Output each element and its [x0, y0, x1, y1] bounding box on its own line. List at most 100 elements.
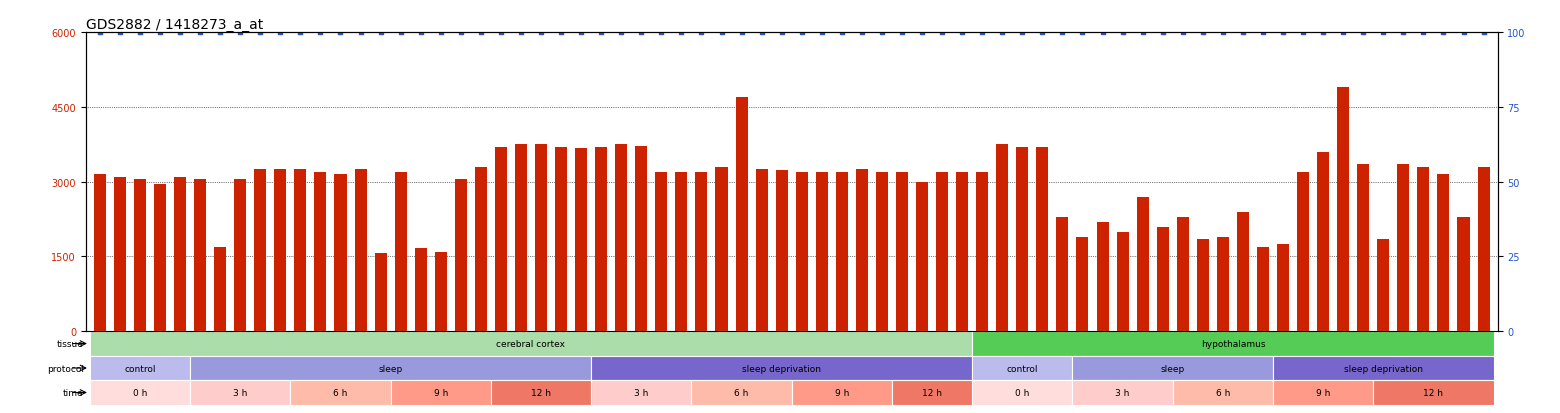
- Point: [448, 30, 473, 36]
- Point: [1410, 30, 1435, 36]
- Bar: [736, 98, 747, 332]
- Point: [328, 30, 353, 36]
- Bar: [1097, 222, 1109, 332]
- Point: [1050, 30, 1075, 36]
- Bar: [836, 172, 847, 332]
- Point: [1150, 30, 1175, 36]
- Point: [1030, 30, 1055, 36]
- Bar: [675, 172, 688, 332]
- FancyBboxPatch shape: [290, 380, 390, 405]
- Point: [289, 30, 314, 36]
- Bar: [1457, 217, 1470, 332]
- Point: [569, 30, 594, 36]
- Point: [87, 30, 112, 36]
- Bar: [755, 170, 768, 332]
- Bar: [1137, 197, 1148, 332]
- Bar: [535, 145, 548, 332]
- Point: [869, 30, 894, 36]
- FancyBboxPatch shape: [892, 380, 972, 405]
- Point: [970, 30, 995, 36]
- Bar: [1377, 240, 1390, 332]
- Point: [669, 30, 694, 36]
- Bar: [1117, 232, 1128, 332]
- Bar: [1418, 167, 1429, 332]
- Point: [849, 30, 874, 36]
- Text: 0 h: 0 h: [133, 388, 147, 397]
- Bar: [596, 147, 607, 332]
- Text: control: control: [1006, 363, 1037, 373]
- Bar: [374, 253, 387, 332]
- Point: [207, 30, 232, 36]
- Point: [588, 30, 613, 36]
- Point: [348, 30, 373, 36]
- FancyBboxPatch shape: [1273, 356, 1493, 380]
- Bar: [956, 172, 969, 332]
- Bar: [875, 172, 888, 332]
- FancyBboxPatch shape: [591, 356, 972, 380]
- Point: [368, 30, 393, 36]
- FancyBboxPatch shape: [90, 380, 190, 405]
- Point: [167, 30, 192, 36]
- Bar: [796, 172, 808, 332]
- Text: 6 h: 6 h: [334, 388, 348, 397]
- Point: [388, 30, 413, 36]
- Point: [468, 30, 493, 36]
- FancyBboxPatch shape: [591, 380, 691, 405]
- Text: time: time: [62, 388, 84, 397]
- Point: [1070, 30, 1095, 36]
- Text: 3 h: 3 h: [1115, 388, 1129, 397]
- Bar: [997, 145, 1008, 332]
- Point: [1331, 30, 1356, 36]
- Text: 3 h: 3 h: [633, 388, 649, 397]
- Bar: [1217, 237, 1229, 332]
- Bar: [716, 167, 727, 332]
- FancyBboxPatch shape: [390, 380, 491, 405]
- FancyBboxPatch shape: [1373, 380, 1493, 405]
- Bar: [1357, 165, 1370, 332]
- Bar: [1477, 167, 1490, 332]
- Bar: [576, 148, 587, 332]
- Bar: [415, 248, 427, 332]
- Bar: [936, 172, 948, 332]
- Point: [1090, 30, 1115, 36]
- FancyBboxPatch shape: [90, 332, 972, 356]
- Text: hypothalamus: hypothalamus: [1201, 339, 1265, 348]
- Point: [649, 30, 674, 36]
- Bar: [1296, 172, 1309, 332]
- Text: control: control: [125, 363, 156, 373]
- Point: [128, 30, 153, 36]
- FancyBboxPatch shape: [1273, 380, 1373, 405]
- Point: [1111, 30, 1136, 36]
- Bar: [1398, 165, 1409, 332]
- Point: [1310, 30, 1335, 36]
- Point: [1211, 30, 1236, 36]
- Bar: [1197, 240, 1209, 332]
- Point: [549, 30, 574, 36]
- Text: 3 h: 3 h: [232, 388, 248, 397]
- Point: [187, 30, 212, 36]
- Point: [108, 30, 133, 36]
- Bar: [1317, 152, 1329, 332]
- Point: [1129, 30, 1154, 36]
- Text: sleep: sleep: [1161, 363, 1186, 373]
- Point: [710, 30, 735, 36]
- Point: [228, 30, 253, 36]
- FancyBboxPatch shape: [972, 332, 1493, 356]
- Point: [909, 30, 934, 36]
- Point: [889, 30, 914, 36]
- Bar: [456, 180, 466, 332]
- Text: 0 h: 0 h: [1016, 388, 1030, 397]
- Bar: [114, 177, 126, 332]
- Bar: [977, 172, 987, 332]
- Point: [1451, 30, 1476, 36]
- Bar: [474, 167, 487, 332]
- Text: GDS2882 / 1418273_a_at: GDS2882 / 1418273_a_at: [86, 18, 264, 32]
- Point: [1251, 30, 1276, 36]
- Bar: [1076, 237, 1089, 332]
- FancyBboxPatch shape: [1072, 356, 1273, 380]
- Point: [1392, 30, 1416, 36]
- Bar: [1257, 247, 1268, 332]
- FancyBboxPatch shape: [972, 356, 1072, 380]
- Point: [1009, 30, 1034, 36]
- Point: [830, 30, 855, 36]
